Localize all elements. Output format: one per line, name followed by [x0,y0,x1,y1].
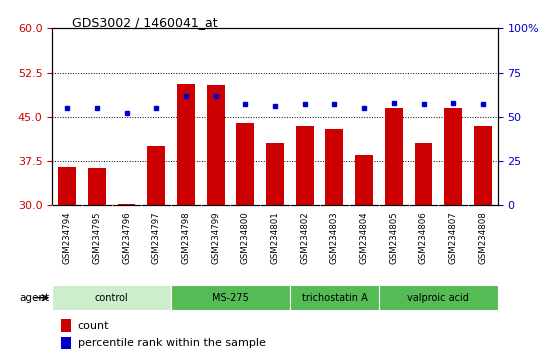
Text: agent: agent [19,293,50,303]
Text: MS-275: MS-275 [212,293,249,303]
Text: valproic acid: valproic acid [408,293,469,303]
Bar [296,126,314,205]
Text: GSM234799: GSM234799 [211,212,220,264]
Bar [415,143,432,205]
Text: GSM234801: GSM234801 [271,212,279,264]
Text: count: count [78,321,109,331]
Bar [61,319,71,332]
Text: GSM234795: GSM234795 [92,212,101,264]
Text: GSM234807: GSM234807 [449,212,458,264]
Text: GDS3002 / 1460041_at: GDS3002 / 1460041_at [72,16,217,29]
Bar [52,285,171,310]
Text: GSM234797: GSM234797 [152,212,161,264]
Bar [207,85,224,205]
Bar [379,285,498,310]
Text: control: control [95,293,129,303]
Bar [290,285,379,310]
Text: GSM234794: GSM234794 [63,212,72,264]
Bar [266,143,284,205]
Bar [385,108,403,205]
Text: trichostatin A: trichostatin A [301,293,367,303]
Bar [236,123,254,205]
Text: GSM234806: GSM234806 [419,212,428,264]
Bar [177,84,195,205]
Bar [355,155,373,205]
Text: GSM234800: GSM234800 [241,212,250,264]
Text: GSM234803: GSM234803 [330,212,339,264]
Bar [444,108,462,205]
Text: GSM234804: GSM234804 [360,212,368,264]
Bar [58,167,76,205]
Bar [61,337,71,349]
Bar [326,129,343,205]
Bar [474,126,492,205]
Bar [118,204,135,205]
Text: GSM234808: GSM234808 [478,212,487,264]
Bar [88,168,106,205]
Text: GSM234802: GSM234802 [300,212,309,264]
Text: GSM234796: GSM234796 [122,212,131,264]
Text: GSM234805: GSM234805 [389,212,398,264]
Bar [171,285,290,310]
Bar [147,146,165,205]
Text: GSM234798: GSM234798 [182,212,190,264]
Text: percentile rank within the sample: percentile rank within the sample [78,338,266,348]
